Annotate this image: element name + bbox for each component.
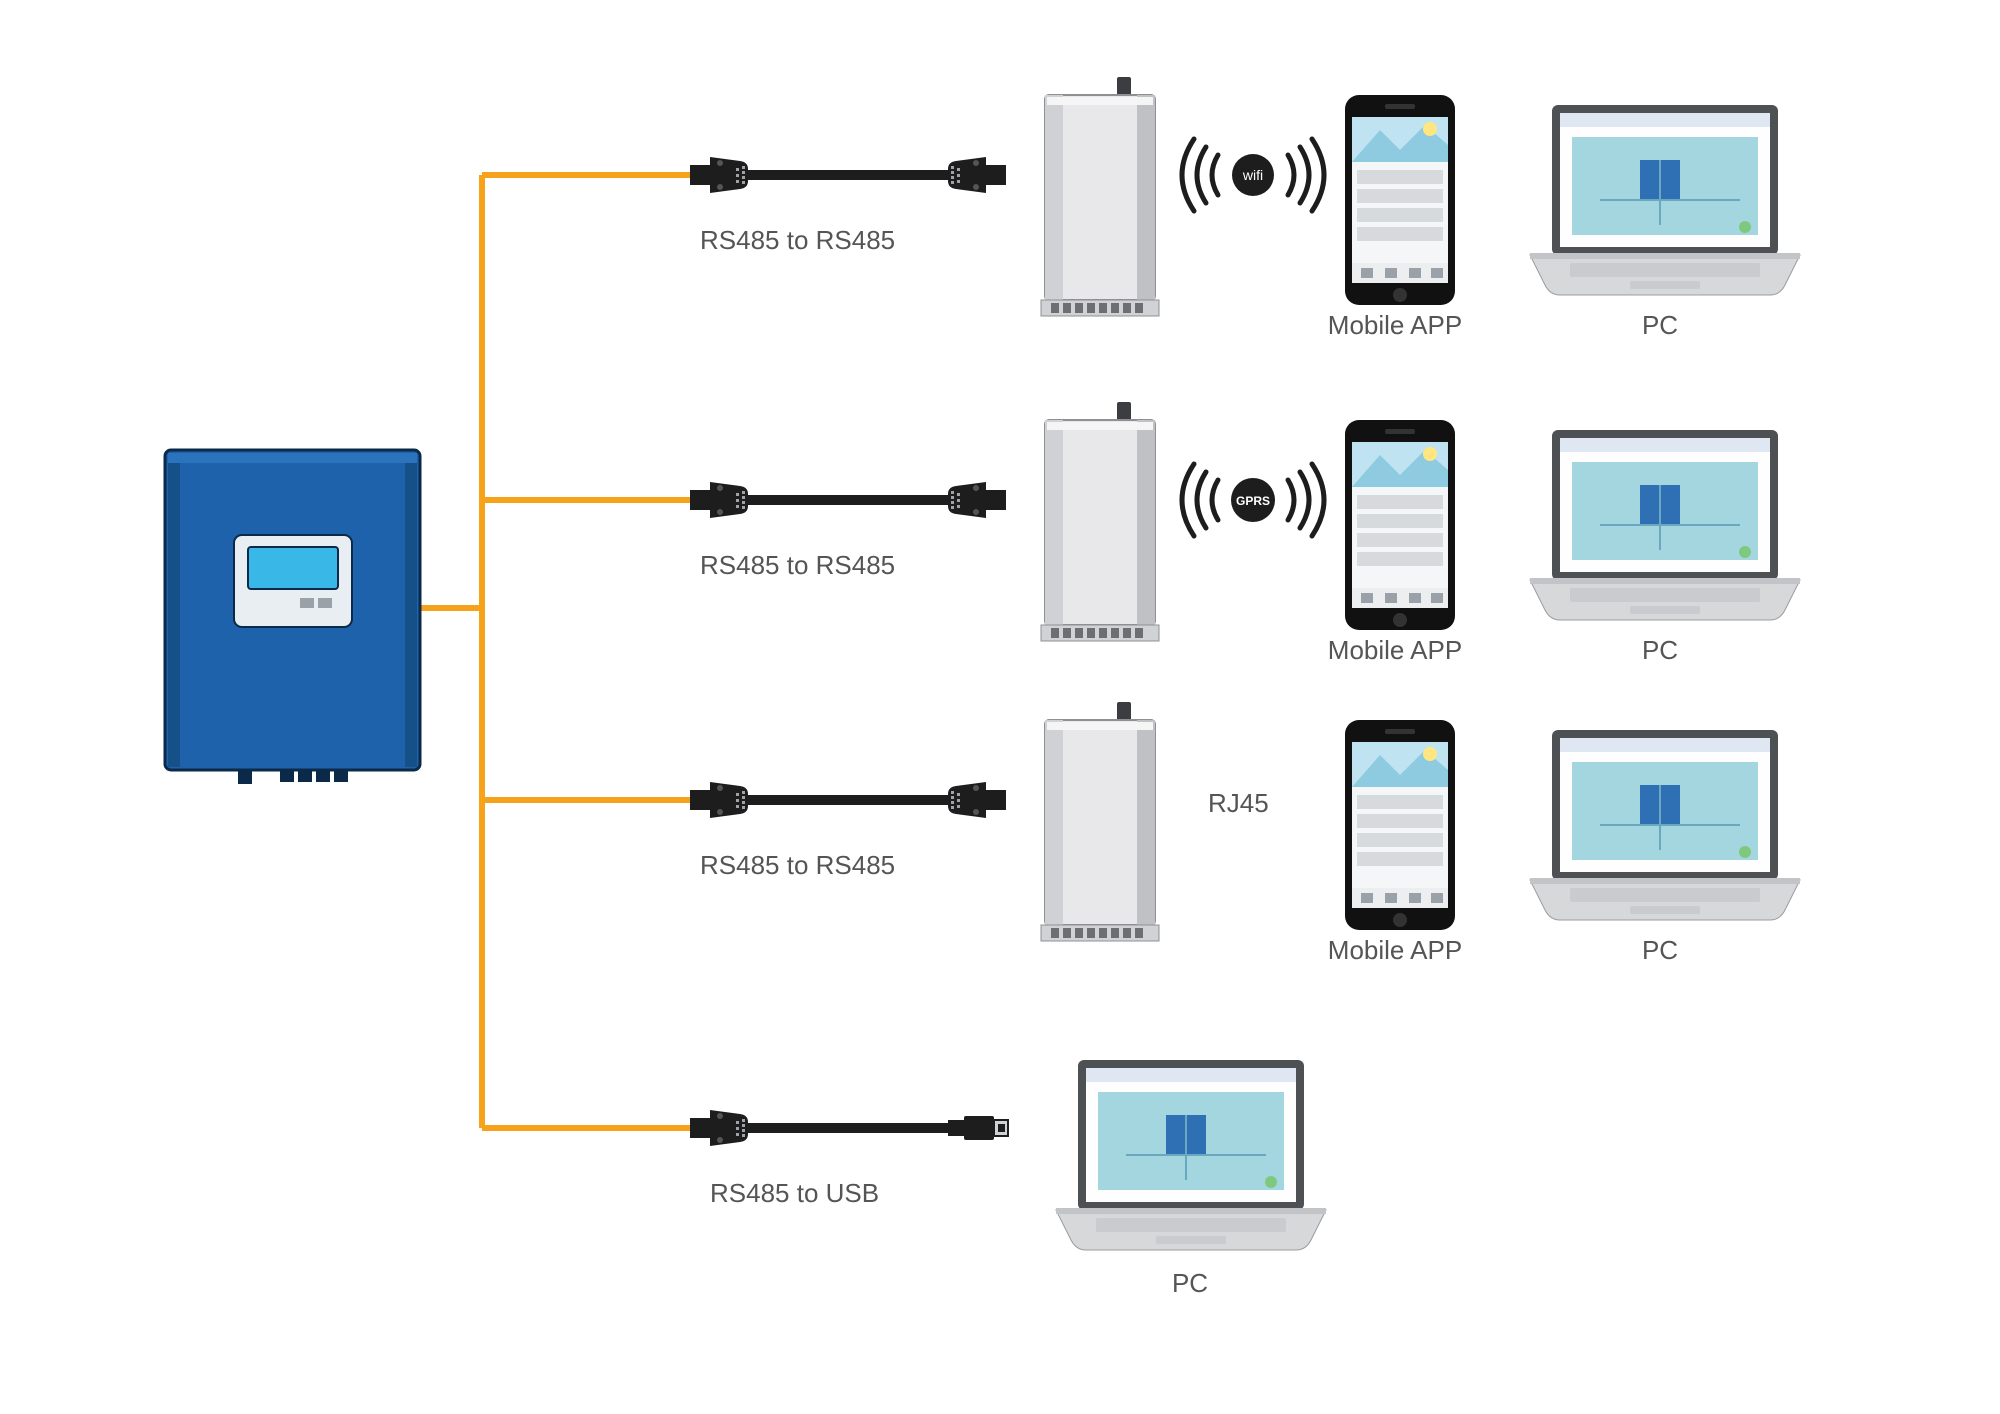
inverter-icon [150, 435, 450, 795]
cable-icon [690, 145, 1010, 205]
pc-label: PC [1620, 310, 1700, 341]
diagram-canvas: RS485 to RS485 wifi Mobile APP PC RS485 … [0, 0, 2000, 1414]
pc-label: PC [1620, 635, 1700, 666]
gprs-icon: GPRS [1168, 445, 1338, 555]
laptop-icon [1046, 1055, 1336, 1265]
cable-label: RS485 to RS485 [700, 225, 895, 256]
cable-usb-icon [690, 1098, 1010, 1158]
phone-icon [1335, 85, 1465, 315]
gateway-module-icon [1035, 75, 1175, 325]
cable-icon [690, 470, 1010, 530]
cable-label: RS485 to RS485 [700, 850, 895, 881]
cable-label: RS485 to USB [710, 1178, 879, 1209]
pc-label: PC [1620, 935, 1700, 966]
laptop-icon [1520, 425, 1810, 635]
phone-label: Mobile APP [1320, 935, 1470, 966]
pc-label: PC [1150, 1268, 1230, 1299]
svg-text:wifi: wifi [1242, 167, 1263, 183]
phone-label: Mobile APP [1320, 635, 1470, 666]
cable-label: RS485 to RS485 [700, 550, 895, 581]
laptop-icon [1520, 725, 1810, 935]
phone-label: Mobile APP [1320, 310, 1470, 341]
wifi-icon: wifi [1168, 120, 1338, 230]
phone-icon [1335, 410, 1465, 640]
cable-icon [690, 770, 1010, 830]
gateway-module-icon [1035, 400, 1175, 650]
svg-text:GPRS: GPRS [1236, 494, 1270, 508]
rj45-label: RJ45 [1208, 788, 1269, 819]
laptop-icon [1520, 100, 1810, 310]
gateway-module-icon [1035, 700, 1175, 950]
phone-icon [1335, 710, 1465, 940]
